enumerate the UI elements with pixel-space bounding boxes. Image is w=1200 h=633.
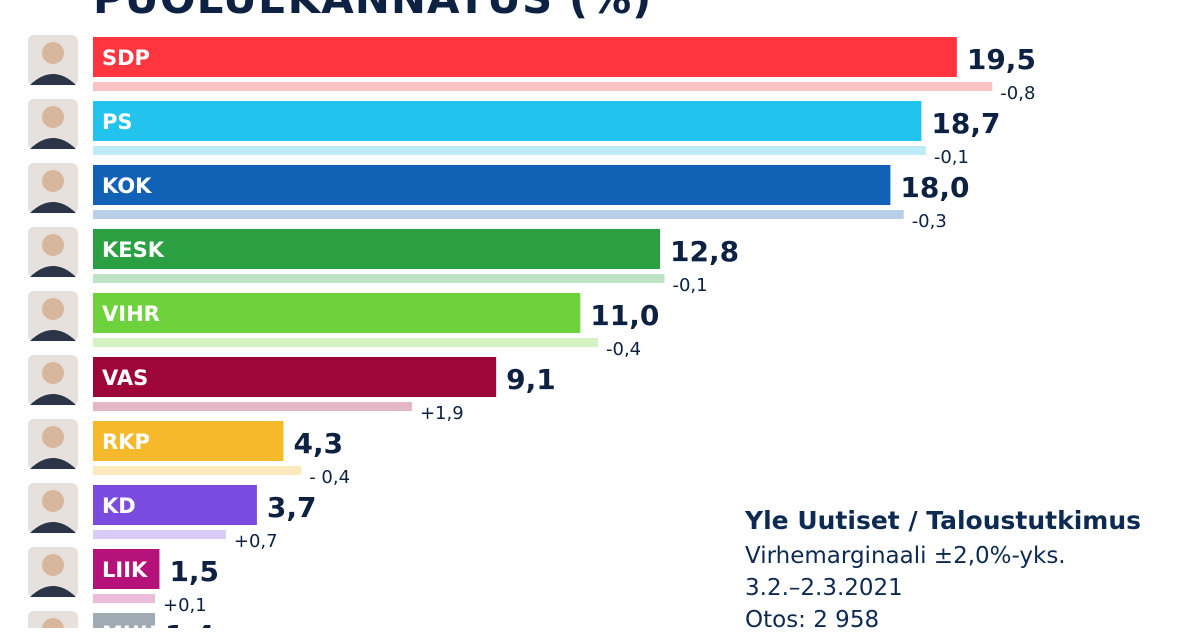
leader-body-icon [30, 522, 76, 533]
bar-ps [93, 101, 922, 141]
chart-title: PUOLUEKANNATUS (%) [93, 0, 652, 23]
bar-sdp [93, 37, 957, 77]
value-label: 3,7 [267, 491, 317, 524]
value-label: 9,1 [506, 363, 556, 396]
bar-label: KESK [102, 238, 165, 262]
change-label: -0,1 [934, 147, 969, 168]
change-label: +1,9 [420, 403, 464, 424]
leader-face-icon [42, 554, 64, 576]
leader-body-icon [30, 74, 76, 85]
sample-size: Otos: 2 958 [745, 607, 880, 633]
leader-body-icon [30, 266, 76, 277]
leader-face-icon [42, 170, 64, 192]
change-label: -0,1 [672, 275, 707, 296]
bar-label: KOK [102, 174, 152, 198]
bar-label: VIHR [102, 302, 160, 326]
bar-label: RKP [102, 430, 150, 454]
bar-rkp [93, 421, 284, 461]
value-label: 19,5 [967, 43, 1036, 76]
previous-value-bar [93, 466, 302, 475]
change-label: +0,7 [234, 531, 278, 552]
change-label: - 0,4 [309, 467, 350, 488]
bar-kd [93, 485, 257, 525]
bar-label: MUUT [102, 622, 172, 628]
leader-face-icon [42, 298, 64, 320]
previous-value-bar [93, 402, 412, 411]
value-label: 4,3 [293, 427, 343, 460]
leader-face-icon [42, 42, 64, 64]
previous-value-bar [93, 274, 665, 283]
leader-face-icon [42, 490, 64, 512]
source-name: Yle Uutiset / Taloustutkimus [745, 506, 1142, 535]
bar-muut [93, 613, 156, 628]
error-margin: Virhemarginaali ±2,0%-yks. [745, 543, 1066, 569]
value-label: 11,0 [590, 299, 659, 332]
previous-value-bar [93, 530, 226, 539]
bar-kesk [93, 229, 661, 269]
leader-face-icon [42, 106, 64, 128]
leader-body-icon [30, 138, 76, 149]
bar-label: VAS [102, 366, 148, 390]
leader-body-icon [30, 586, 76, 597]
change-label: -0,8 [1000, 83, 1035, 104]
leader-face-icon [42, 426, 64, 448]
bar-label: PS [102, 110, 133, 134]
bar-label: KD [102, 494, 136, 518]
value-label: 18,7 [931, 107, 1000, 140]
bar-liik [93, 549, 160, 589]
change-label: -0,4 [606, 339, 641, 360]
value-label: 1,5 [169, 555, 219, 588]
previous-value-bar [93, 146, 926, 155]
bar-vas [93, 357, 497, 397]
value-label: 12,8 [670, 235, 739, 268]
bar-kok [93, 165, 891, 205]
survey-dates: 3.2.–2.3.2021 [745, 575, 903, 601]
leader-face-icon [42, 618, 64, 628]
previous-value-bar [93, 82, 993, 91]
previous-value-bar [93, 210, 904, 219]
bar-label: LIIK [102, 558, 148, 582]
change-label: +0,1 [163, 595, 207, 616]
leader-body-icon [30, 202, 76, 213]
previous-value-bar [93, 338, 599, 347]
value-label: 1,4 [165, 619, 215, 628]
value-label: 18,0 [900, 171, 969, 204]
leader-body-icon [30, 458, 76, 469]
previous-value-bar [93, 594, 156, 603]
leader-body-icon [30, 394, 76, 405]
leader-face-icon [42, 234, 64, 256]
leader-face-icon [42, 362, 64, 384]
leader-body-icon [30, 330, 76, 341]
bar-label: SDP [102, 46, 150, 70]
bar-vihr [93, 293, 581, 333]
change-label: -0,3 [912, 211, 947, 232]
